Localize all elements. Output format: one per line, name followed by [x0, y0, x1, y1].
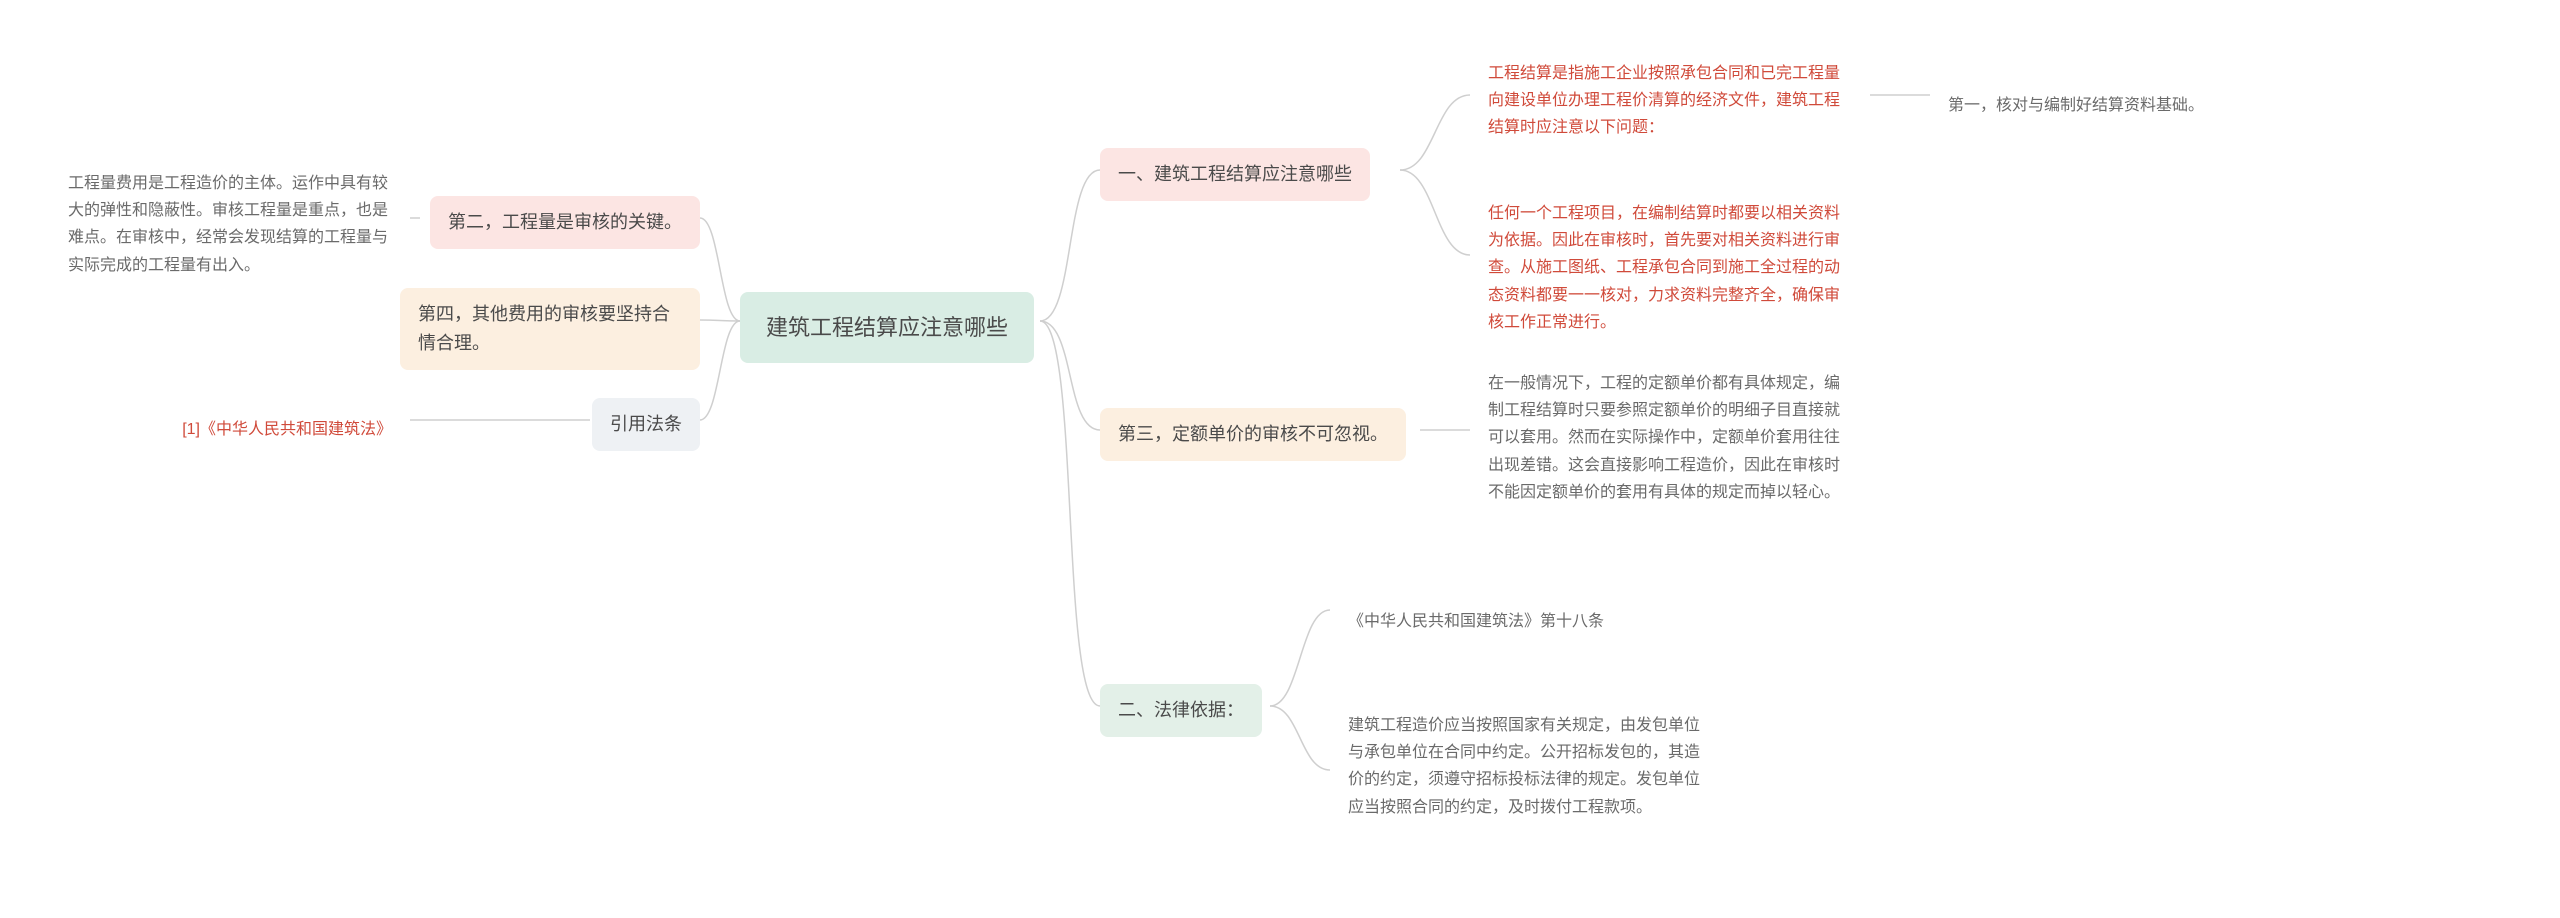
r1-c1: 工程结算是指施工企业按照承包合同和已完工程量向建设单位办理工程价清算的经济文件，…	[1470, 48, 1870, 154]
r2-child: 在一般情况下，工程的定额单价都有具体规定，编制工程结算时只要参照定额单价的明细子…	[1470, 358, 1870, 518]
l1-child: 工程量费用是工程造价的主体。运作中具有较大的弹性和隐蔽性。审核工程量是重点，也是…	[50, 158, 410, 291]
l2-node: 第四，其他费用的审核要坚持合情合理。	[400, 288, 700, 370]
r1-c2: 任何一个工程项目，在编制结算时都要以相关资料为依据。因此在审核时，首先要对相关资…	[1470, 188, 1870, 348]
r1-c1-leaf: 第一，核对与编制好结算资料基础。	[1930, 80, 2222, 131]
r3-c1: 《中华人民共和国建筑法》第十八条	[1330, 596, 1622, 647]
l3-node: 引用法条	[592, 398, 700, 451]
r3-node: 二、法律依据：	[1100, 684, 1262, 737]
r3-c2: 建筑工程造价应当按照国家有关规定，由发包单位与承包单位在合同中约定。公开招标发包…	[1330, 700, 1730, 833]
l3-child: [1]《中华人民共和国建筑法》	[164, 404, 410, 455]
root-node: 建筑工程结算应注意哪些	[740, 292, 1034, 363]
r1-node: 一、建筑工程结算应注意哪些	[1100, 148, 1370, 201]
l1-node: 第二，工程量是审核的关键。	[430, 196, 700, 249]
r2-node: 第三，定额单价的审核不可忽视。	[1100, 408, 1406, 461]
